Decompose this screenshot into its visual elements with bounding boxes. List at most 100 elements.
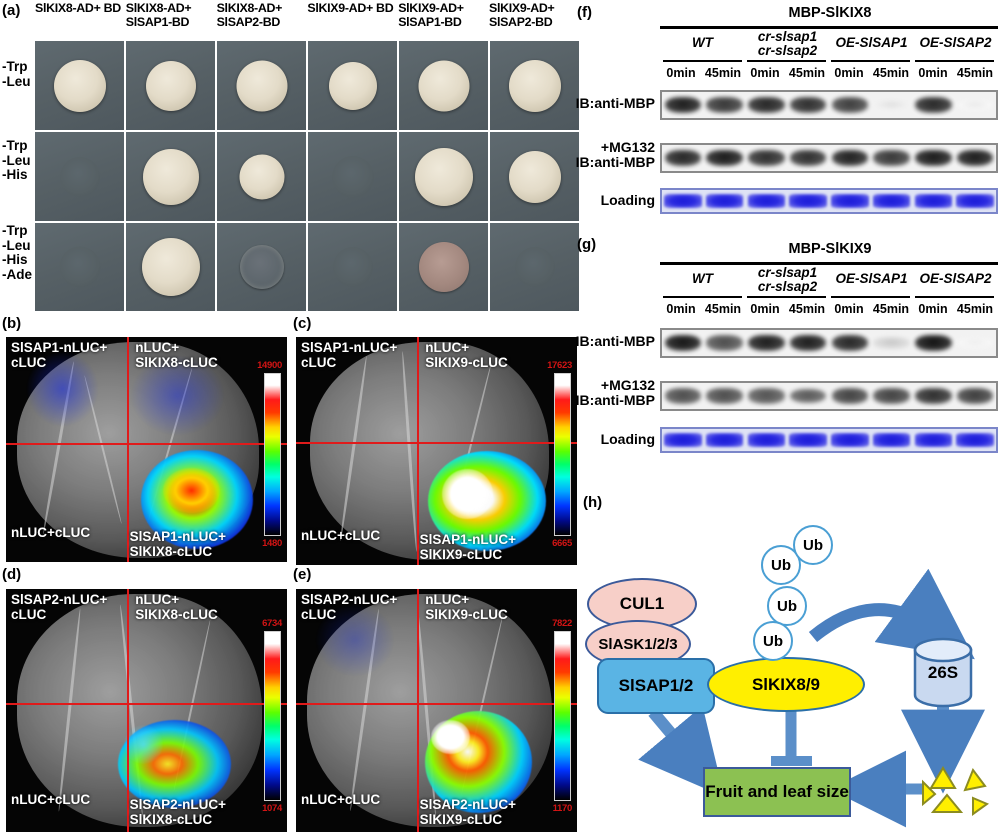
blot-band <box>664 193 702 209</box>
panel-a-row-labels: -Trp -Leu -Trp -Leu -His -Trp -Leu -His … <box>2 42 36 314</box>
blot-band <box>956 432 994 448</box>
panel-a-label: (a) <box>2 2 21 19</box>
colony-cell <box>308 132 397 221</box>
blot-band <box>748 334 785 352</box>
blot-band <box>872 432 911 448</box>
blot-band <box>664 149 702 167</box>
blot-band <box>956 99 994 110</box>
panel-g-degradation-assay-kix9: (g) MBP-SlKIX9 WT cr-slsap1 cr-slsap2 OE… <box>575 232 1000 462</box>
blot-lane <box>954 330 996 356</box>
media-label-trp-leu: -Trp -Leu <box>2 59 31 89</box>
scale-min-value: 6665 <box>552 538 572 549</box>
genotype-label-cr-slsap: cr-slsap1 cr-slsap2 <box>757 265 818 294</box>
blot-lane <box>787 145 829 171</box>
colony-cell <box>308 223 397 311</box>
arrow-sap-to-output <box>638 705 725 797</box>
blot-lane <box>746 383 788 409</box>
genotype-label-wt: WT <box>692 271 713 286</box>
blot-lane <box>746 429 788 451</box>
blot-lane <box>704 429 746 451</box>
plate-row-trp-leu-his-ade <box>35 223 580 311</box>
blot-lane <box>913 330 955 356</box>
blot-lane <box>954 92 996 118</box>
timepoint-label: 0min <box>834 66 864 80</box>
panel-h-label: (h) <box>583 494 603 511</box>
genotype-rule <box>831 60 910 62</box>
colony-cell <box>399 132 488 221</box>
timepoint-label: 45min <box>704 302 742 316</box>
blot-lane <box>871 145 913 171</box>
blot-band <box>706 149 743 167</box>
blot-band <box>873 337 910 349</box>
colony-cell <box>399 223 488 311</box>
quadrant-label-bottom-left: nLUC+cLUC <box>301 528 381 543</box>
genotype-label-cr-slsap: cr-slsap1 cr-slsap2 <box>757 29 818 58</box>
panel-b-luciferase-image: SlSAP1-nLUC+ cLUC nLUC+ SlKIX8-cLUC nLUC… <box>6 337 287 562</box>
blot-lane <box>787 330 829 356</box>
colony-cell <box>217 132 306 221</box>
blot-lane <box>829 383 871 409</box>
timepoint-label: 45min <box>872 66 910 80</box>
node-proteasome-26s: 26S <box>927 663 959 682</box>
genotype-rule <box>663 296 742 298</box>
colony-cell <box>308 41 397 130</box>
blot-lane <box>913 190 955 212</box>
panel-a-plate-grid <box>35 41 580 314</box>
ubiquitin-icon: Ub <box>793 525 833 565</box>
column-header: SlKIX9-AD+ SlSAP1-BD <box>398 1 464 29</box>
blot-row-label-mg132: +MG132 IB:anti-MBP <box>575 139 655 170</box>
blot-lane <box>746 92 788 118</box>
blot-band <box>789 97 827 113</box>
quadrant-label-bottom-right: SlSAP1-nLUC+ SlKIX9-cLUC <box>419 532 517 562</box>
genotype-rule <box>747 60 826 62</box>
blot-band <box>747 193 786 209</box>
colony-cell <box>217 223 306 311</box>
plate-row-trp-leu <box>35 41 580 130</box>
plate-row-trp-leu-his <box>35 132 580 221</box>
quadrant-label-top-left: SlSAP2-nLUC+ cLUC <box>11 592 108 622</box>
timepoint-label: 0min <box>750 302 780 316</box>
blot-band <box>915 388 952 404</box>
colony-cell <box>490 132 579 221</box>
title-rule <box>660 262 998 265</box>
quadrant-label-bottom-right: SlSAP1-nLUC+ SlKIX8-cLUC <box>129 529 227 559</box>
blot-band <box>915 96 952 113</box>
colony-cell <box>126 223 215 311</box>
column-header: SlKIX8-AD+ BD <box>35 1 121 15</box>
media-label-trp-leu-his-ade: -Trp -Leu -His -Ade <box>2 223 32 282</box>
blot-band <box>831 388 869 404</box>
timepoint-label: 0min <box>918 302 948 316</box>
blot-band <box>915 149 952 167</box>
genotype-label-oe-slsap2: OE-SlSAP2 <box>919 35 992 50</box>
color-scale-bar <box>554 373 571 536</box>
timepoint-label: 0min <box>918 66 948 80</box>
quadrant-label-top-right: nLUC+ SlKIX9-cLUC <box>425 340 508 370</box>
blot-lane <box>662 429 704 451</box>
blot-image-loading-control <box>660 188 998 214</box>
node-slkix: SlKIX8/9 <box>707 657 865 712</box>
blot-lane <box>913 429 955 451</box>
blot-lane <box>954 383 996 409</box>
panel-b-label: (b) <box>2 315 22 332</box>
blot-band <box>914 193 953 209</box>
blot-lane <box>954 145 996 171</box>
quadrant-label-bottom-left: nLUC+cLUC <box>11 525 91 540</box>
blot-row-label-mg132: +MG132 IB:anti-MBP <box>575 377 655 408</box>
blot-band <box>956 193 994 209</box>
blot-band <box>789 150 827 166</box>
blot-band <box>831 193 869 209</box>
blot-row-label-loading: Loading <box>600 431 655 447</box>
panel-e-luciferase-image: SlSAP2-nLUC+ cLUC nLUC+ SlKIX9-cLUC nLUC… <box>296 589 577 832</box>
blot-lane <box>871 190 913 212</box>
blot-lane <box>829 330 871 356</box>
blot-lane <box>913 145 955 171</box>
colony-cell <box>126 41 215 130</box>
blot-band <box>706 97 743 113</box>
blot-band <box>831 149 869 167</box>
blot-image-ib-anti-mbp <box>660 90 998 120</box>
panel-e-label: (e) <box>293 566 312 583</box>
blot-row-label-ib-anti-mbp: IB:anti-MBP <box>575 333 655 349</box>
timepoint-label: 0min <box>666 302 696 316</box>
panel-g-label: (g) <box>577 236 597 253</box>
blot-image-mg132 <box>660 143 998 173</box>
